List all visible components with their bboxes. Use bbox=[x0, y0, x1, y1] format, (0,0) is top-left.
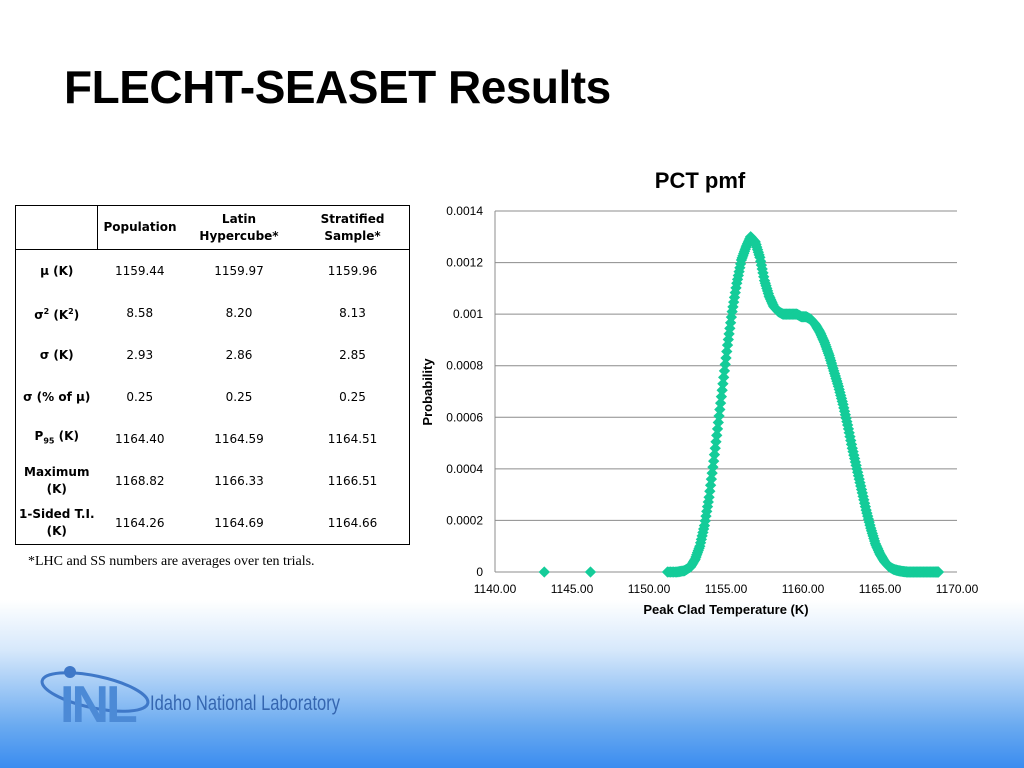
pct-pmf-chart: PCT pmf 0 0.0002 0.0004 0.0006 0.0008 0.001 0.… bbox=[420, 168, 979, 617]
table-cell: 2.93 bbox=[126, 348, 154, 362]
data-point-dense bbox=[715, 391, 728, 403]
y-tick-label: 0 bbox=[476, 565, 483, 579]
data-point-dense bbox=[711, 429, 723, 441]
slide-title: FLECHT-SEASET Results bbox=[64, 61, 611, 113]
data-point bbox=[584, 566, 597, 578]
table-cell: 0.25 bbox=[126, 390, 154, 404]
footer-gradient-band bbox=[0, 600, 1024, 768]
inl-logo: INL Idaho National Laboratory bbox=[40, 666, 340, 730]
table-cell: 8.20 bbox=[225, 306, 253, 320]
y-axis-ticks: 0 0.0002 0.0004 0.0006 0.0008 0.001 0.0012 0.00… bbox=[446, 204, 483, 579]
table-header-population: Population bbox=[97, 205, 182, 250]
x-tick-label: 1155.00 bbox=[705, 582, 748, 596]
x-tick-label: 1140.00 bbox=[474, 582, 517, 596]
table-cell: 2.85 bbox=[339, 348, 366, 362]
table-row: Maximum (K) 1168.82 1166.33 1166.51 bbox=[16, 460, 410, 502]
logo-mark: INL bbox=[60, 676, 137, 730]
table-footnote: *LHC and SS numbers are averages over te… bbox=[28, 554, 315, 569]
row-label-mean: μ (K) bbox=[40, 263, 74, 278]
x-tick-label: 1145.00 bbox=[551, 582, 594, 596]
y-tick-label: 0.0008 bbox=[446, 359, 483, 373]
x-tick-label: 1170.00 bbox=[936, 582, 979, 596]
table-cell: 8.13 bbox=[339, 306, 366, 320]
data-point-dense bbox=[709, 442, 721, 454]
table-header-corner bbox=[15, 205, 98, 250]
x-tick-label: 1150.00 bbox=[628, 582, 671, 596]
data-point bbox=[708, 455, 720, 467]
table-cell: 0.25 bbox=[339, 390, 366, 404]
row-label-std-dev-percent: σ (% of μ) bbox=[23, 389, 91, 404]
x-axis-label: Peak Clad Temperature (K) bbox=[643, 602, 808, 617]
data-point bbox=[932, 566, 945, 578]
data-point-dense bbox=[718, 371, 730, 383]
y-tick-label: 0.0006 bbox=[446, 410, 483, 424]
y-tick-label: 0.0012 bbox=[446, 256, 483, 270]
x-tick-label: 1165.00 bbox=[859, 582, 902, 596]
table-header-latin-hypercube: Latin Hypercube* bbox=[182, 205, 296, 250]
table-cell: 1159.44 bbox=[114, 264, 165, 278]
row-label-std-dev: σ (K) bbox=[39, 347, 74, 362]
logo-text: Idaho National Laboratory bbox=[150, 692, 340, 715]
table-cell: 1159.97 bbox=[214, 264, 264, 278]
chart-title: PCT pmf bbox=[655, 168, 746, 193]
row-label-p95: P95 (K) bbox=[34, 429, 79, 446]
data-point-dense bbox=[719, 358, 731, 371]
table-cell: 2.86 bbox=[225, 348, 253, 362]
chart-data-points bbox=[538, 231, 945, 578]
table-cell: 1164.69 bbox=[214, 516, 264, 530]
data-point-dense bbox=[720, 352, 732, 364]
statistics-table: Population Latin Hypercube* Stratified S… bbox=[15, 205, 410, 545]
table-row: σ (K) 2.93 2.86 2.85 bbox=[16, 334, 410, 376]
data-point bbox=[538, 566, 550, 578]
table-cell: 1164.59 bbox=[214, 432, 264, 446]
data-point-dense bbox=[714, 403, 726, 416]
row-label-variance: σ2 (K2) bbox=[34, 306, 80, 322]
data-point-dense bbox=[713, 410, 725, 422]
data-point-dense bbox=[716, 384, 728, 396]
x-tick-label: 1160.00 bbox=[782, 582, 825, 596]
table-cell: 1164.40 bbox=[114, 432, 165, 446]
table-cell: 1164.26 bbox=[114, 516, 165, 530]
table-row: μ (K) 1159.44 1159.97 1159.96 bbox=[16, 250, 410, 293]
x-axis-ticks: 1140.00 1145.00 1150.00 1155.00 1160.00 1165.… bbox=[474, 582, 979, 596]
table-cell: 1166.33 bbox=[214, 474, 264, 488]
y-tick-label: 0.001 bbox=[453, 307, 483, 321]
data-point bbox=[717, 378, 729, 390]
table-header-stratified-sample: Stratified Sample* bbox=[296, 205, 410, 250]
chart-gridlines bbox=[494, 210, 957, 573]
table-cell: 1168.82 bbox=[114, 474, 165, 488]
table-row: σ2 (K2) 8.58 8.20 8.13 bbox=[16, 292, 410, 334]
data-point bbox=[712, 416, 724, 429]
table-cell: 1166.51 bbox=[327, 474, 378, 488]
table-cell: 1159.96 bbox=[327, 264, 378, 278]
table-cell: 1164.51 bbox=[327, 432, 378, 446]
table-row: P95 (K) 1164.40 1164.59 1164.51 bbox=[16, 418, 410, 460]
row-label-maximum: Maximum (K) bbox=[24, 465, 90, 496]
data-point-dense bbox=[710, 436, 722, 448]
data-point-dense bbox=[711, 423, 724, 435]
data-point-dense bbox=[721, 345, 733, 358]
data-point-dense bbox=[708, 449, 721, 461]
row-label-tolerance-interval: 1-Sided T.I. (K) bbox=[18, 507, 95, 538]
y-axis-label: Probability bbox=[420, 358, 435, 426]
y-tick-label: 0.0014 bbox=[446, 204, 483, 218]
data-point-dense bbox=[714, 397, 727, 409]
y-tick-label: 0.0002 bbox=[446, 513, 483, 527]
table-cell: 8.58 bbox=[126, 306, 154, 320]
table-cell: 1164.66 bbox=[327, 516, 378, 530]
table-row: σ (% of μ) 0.25 0.25 0.25 bbox=[16, 376, 410, 418]
table-cell: 0.25 bbox=[225, 390, 253, 404]
table-header-row: Population Latin Hypercube* Stratified S… bbox=[15, 205, 410, 250]
table-row: 1-Sided T.I. (K) 1164.26 1164.69 1164.66 bbox=[16, 502, 410, 545]
y-tick-label: 0.0004 bbox=[446, 462, 483, 476]
data-point-dense bbox=[718, 365, 731, 377]
